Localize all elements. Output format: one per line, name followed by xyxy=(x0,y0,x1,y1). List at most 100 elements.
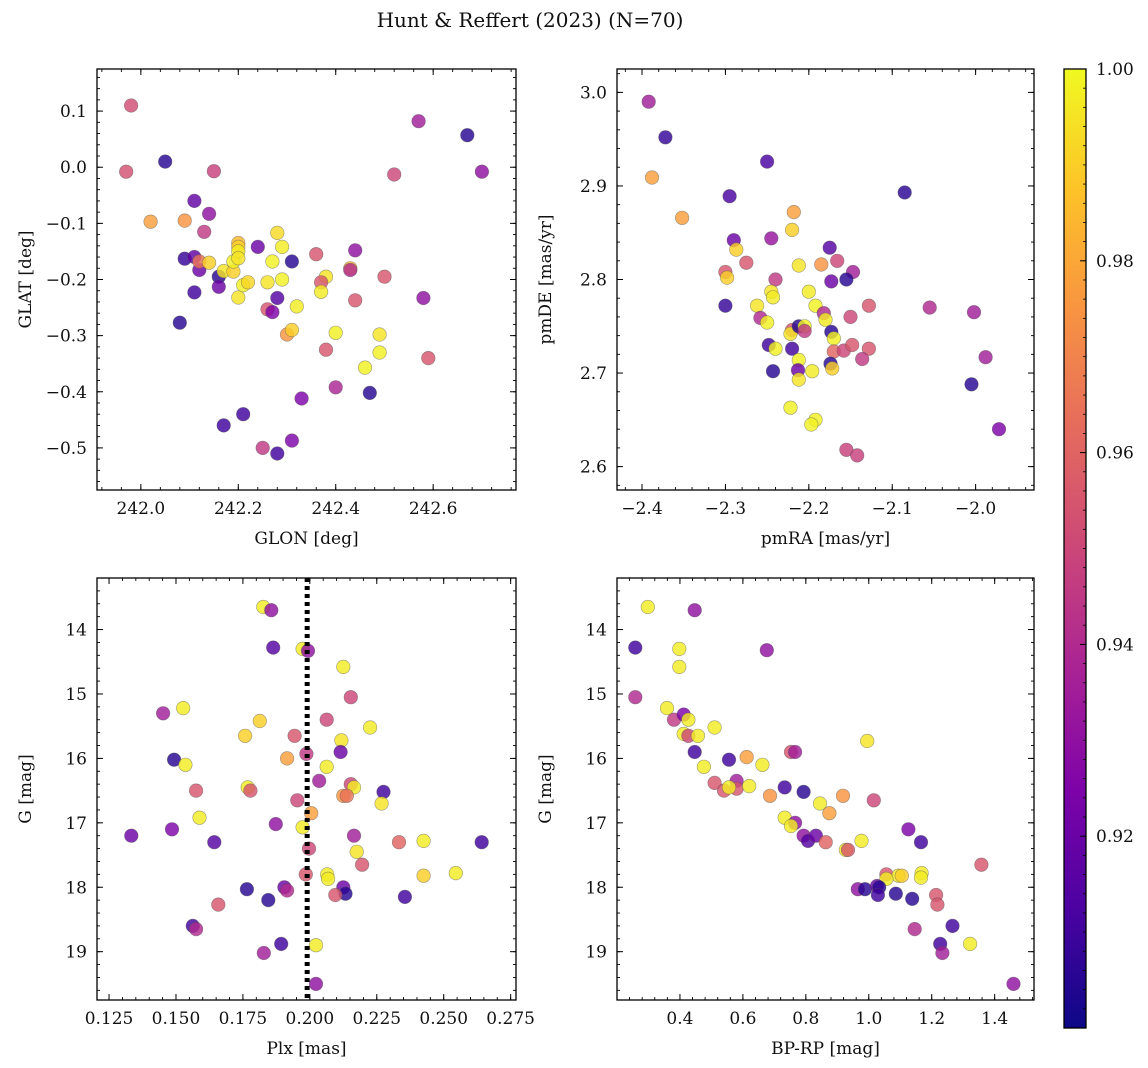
plot-frame xyxy=(96,577,517,1001)
x-tick-label: 0.275 xyxy=(486,1009,535,1029)
scatter-point xyxy=(474,835,489,850)
scatter-point xyxy=(765,290,781,305)
scatter-point xyxy=(768,341,783,356)
scatter-point xyxy=(362,385,377,401)
scatter-point xyxy=(308,938,324,953)
scatter-point xyxy=(270,446,285,461)
scatter-point xyxy=(1006,976,1021,992)
x-tick-label: 0.225 xyxy=(352,1009,401,1029)
scatter-point xyxy=(764,231,779,246)
scatter-point xyxy=(289,299,304,314)
y-tick-label: 2.6 xyxy=(580,458,607,478)
scatter-point xyxy=(274,936,289,952)
scatter-point xyxy=(284,254,300,269)
scatter-point xyxy=(719,270,735,285)
scatter-point xyxy=(672,641,687,657)
scatter-point xyxy=(265,254,280,269)
scatter-point xyxy=(421,351,436,366)
y-tick-label: 19 xyxy=(65,943,87,963)
scatter-point xyxy=(907,921,922,937)
scatter-point xyxy=(658,130,673,145)
scatter-point xyxy=(687,744,702,760)
scatter-point xyxy=(791,258,806,273)
scatter-point xyxy=(742,778,757,794)
x-tick-label: 0.125 xyxy=(85,1009,134,1029)
scatter-point xyxy=(850,448,865,463)
scatter-point xyxy=(124,98,139,113)
scatter-point xyxy=(239,882,254,897)
scatter-point xyxy=(372,327,387,342)
scatter-point xyxy=(252,713,267,729)
y-tick-label: 17 xyxy=(585,814,607,834)
scatter-point xyxy=(801,284,816,299)
scatter-point xyxy=(202,255,217,270)
scatter-point xyxy=(397,889,413,905)
scatter-point xyxy=(964,377,979,392)
scatter-point xyxy=(260,275,275,290)
y-tick-label: 17 xyxy=(65,814,87,834)
scatter-point xyxy=(319,759,334,774)
scatter-point xyxy=(860,733,875,749)
scatter-point xyxy=(839,272,854,287)
scatter-point xyxy=(240,275,256,290)
scatter-point xyxy=(681,712,696,727)
x-tick-label: −2.3 xyxy=(705,499,746,519)
scatter-point xyxy=(328,380,343,395)
scatter-point xyxy=(822,806,837,821)
scatter-point xyxy=(628,640,643,655)
scatter-point xyxy=(238,728,253,743)
scatter-point xyxy=(348,243,363,258)
scatter-point xyxy=(270,290,285,306)
scatter-point xyxy=(474,164,490,179)
scatter-point xyxy=(304,806,319,821)
y-tick-label: 2.8 xyxy=(580,271,607,291)
scatter-point xyxy=(189,783,204,798)
scatter-point xyxy=(830,253,845,268)
scatter-point xyxy=(840,842,856,858)
x-tick-label: 0.8 xyxy=(792,1009,819,1029)
scatter-point xyxy=(644,170,660,185)
scatter-point xyxy=(787,744,803,760)
y-tick-label: −0.4 xyxy=(46,383,87,403)
scatter-point xyxy=(294,391,309,406)
scatter-point xyxy=(328,887,343,903)
panel-plx-gmag: 0.125 0.150 0.175 0.200 0.225 0.250 0.275 14 15 1… xyxy=(16,577,535,1059)
scatter-point xyxy=(339,788,354,803)
x-axis-label: GLON [deg] xyxy=(254,529,358,549)
scatter-point xyxy=(266,640,281,655)
x-tick-label: 0.200 xyxy=(286,1009,335,1029)
scatter-point xyxy=(207,835,222,850)
plot-frame xyxy=(96,68,517,491)
x-axis-label: BP-RP [mag] xyxy=(771,1039,880,1059)
scatter-point xyxy=(290,793,305,808)
y-axis-label: G [mag] xyxy=(16,754,36,823)
y-tick-label: −0.3 xyxy=(46,327,87,347)
scatter-point xyxy=(158,154,173,169)
scatter-point xyxy=(284,322,300,338)
scatter-point xyxy=(124,828,139,843)
scatter-point xyxy=(416,290,431,306)
scatter-point xyxy=(721,752,737,767)
scatter-point xyxy=(177,213,192,228)
scatter-point xyxy=(319,712,334,727)
scatter-point xyxy=(783,818,799,834)
scatter-point xyxy=(265,305,280,320)
scatter-point xyxy=(318,342,334,357)
scatter-point xyxy=(640,599,655,615)
figure-title: Hunt & Reffert (2023) (N=70) xyxy=(377,8,684,32)
scatter-point xyxy=(913,835,929,850)
scatter-point xyxy=(905,891,920,906)
x-tick-label: 1.0 xyxy=(855,1009,882,1029)
scatter-point xyxy=(284,433,300,448)
y-tick-label: 16 xyxy=(65,749,87,769)
scatter-point xyxy=(355,857,370,872)
x-tick-label: 242.4 xyxy=(311,499,360,519)
scatter-point xyxy=(930,897,945,912)
scatter-point xyxy=(250,239,265,254)
x-tick-label: 0.175 xyxy=(219,1009,268,1029)
scatter-point xyxy=(202,206,217,221)
scatter-point xyxy=(805,364,820,379)
scatter-point xyxy=(416,833,431,849)
scatter-point xyxy=(280,883,295,898)
scatter-point xyxy=(784,341,800,356)
